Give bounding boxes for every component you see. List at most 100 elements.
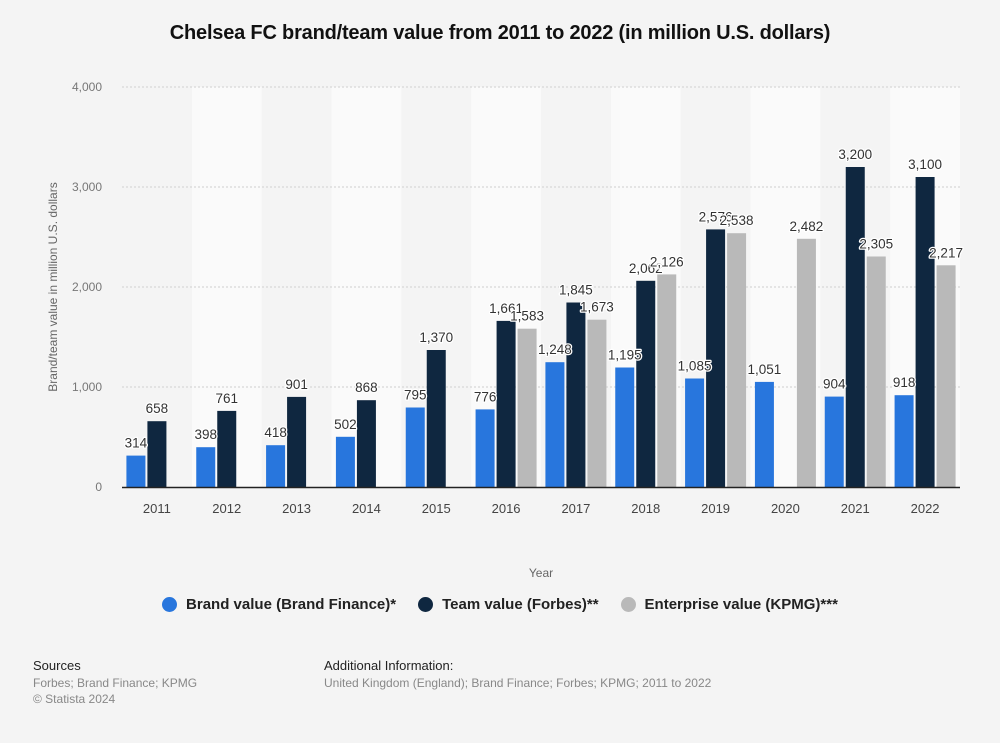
- data-label: 2,126: [650, 254, 684, 269]
- data-label: 502: [334, 417, 357, 432]
- data-label: 314: [125, 436, 148, 451]
- bar[interactable]: [636, 280, 656, 487]
- data-label: 1,673: [580, 300, 614, 315]
- data-label: 1,661: [489, 301, 523, 316]
- data-label: 418: [264, 425, 287, 440]
- bar[interactable]: [824, 396, 844, 487]
- data-label: 868: [355, 380, 378, 395]
- bar[interactable]: [356, 400, 376, 487]
- x-tick-label: 2014: [352, 501, 381, 516]
- y-tick-label: 3,000: [72, 180, 102, 194]
- bar[interactable]: [426, 350, 446, 487]
- bar[interactable]: [866, 256, 886, 488]
- data-label: 1,370: [419, 330, 453, 345]
- bar[interactable]: [894, 395, 914, 487]
- legend: Brand value (Brand Finance)* Team value …: [0, 596, 1000, 613]
- y-axis-label: Brand/team value in million U.S. dollars: [46, 182, 60, 391]
- y-axis-ticks: 0 1,000 2,000 3,000 4,000: [72, 80, 102, 494]
- bar[interactable]: [845, 167, 865, 487]
- data-label: 904: [823, 377, 846, 392]
- chart-title: Chelsea FC brand/team value from 2011 to…: [169, 22, 831, 44]
- y-tick-label: 4,000: [72, 80, 102, 94]
- bar[interactable]: [587, 319, 607, 487]
- bar[interactable]: [496, 320, 516, 487]
- bar[interactable]: [196, 447, 216, 487]
- x-tick-label: 2022: [911, 501, 940, 516]
- data-label: 1,085: [678, 359, 712, 374]
- data-label: 2,576: [699, 209, 733, 224]
- y-tick-label: 0: [95, 480, 102, 494]
- y-tick-label: 2,000: [72, 280, 102, 294]
- data-label: 1,248: [538, 342, 572, 357]
- data-label: 2,482: [790, 219, 824, 234]
- x-tick-label: 2013: [282, 501, 311, 516]
- data-label: 2,217: [929, 245, 963, 260]
- legend-label: Team value (Forbes)**: [442, 596, 599, 613]
- legend-marker-icon: [162, 597, 178, 612]
- bar[interactable]: [706, 229, 726, 487]
- data-label: 918: [893, 375, 916, 390]
- legend-item-enterprise-value[interactable]: Enterprise value (KPMG)***: [620, 596, 838, 613]
- data-label: 1,195: [608, 348, 642, 363]
- y-tick-label: 1,000: [72, 380, 102, 394]
- copyright-text: © Statista 2024: [33, 692, 116, 706]
- x-tick-label: 2019: [701, 501, 730, 516]
- bar-chart: 0 1,000 2,000 3,000 4,000 314 658 398 761 418 901…: [46, 80, 964, 580]
- legend-label: Brand value (Brand Finance)*: [186, 596, 397, 613]
- x-tick-label: 2020: [771, 501, 800, 516]
- bar[interactable]: [126, 455, 146, 487]
- bar[interactable]: [754, 381, 774, 487]
- bar[interactable]: [796, 238, 816, 487]
- data-label: 776: [474, 389, 497, 404]
- data-label: 761: [215, 391, 238, 406]
- bar[interactable]: [405, 407, 425, 488]
- bar[interactable]: [685, 378, 705, 488]
- sources-text: Forbes; Brand Finance; KPMG: [33, 676, 198, 690]
- x-tick-label: 2021: [841, 501, 870, 516]
- x-tick-label: 2015: [422, 501, 451, 516]
- legend-item-team-value[interactable]: Team value (Forbes)**: [418, 596, 599, 613]
- bar[interactable]: [287, 396, 307, 487]
- bar[interactable]: [566, 302, 586, 488]
- data-label: 3,100: [908, 157, 942, 172]
- additional-info-heading: Additional Information:: [324, 658, 454, 673]
- value-labels: 314 658 398 761 418 901 502 868 795 1,370 776 1,661…: [123, 146, 964, 452]
- data-label: 3,200: [838, 147, 872, 162]
- bar[interactable]: [915, 177, 935, 487]
- x-tick-label: 2011: [143, 501, 171, 516]
- x-tick-label: 2016: [492, 501, 521, 516]
- bar[interactable]: [475, 409, 495, 487]
- legend-item-brand-value[interactable]: Brand value (Brand Finance)*: [162, 596, 396, 613]
- x-axis-label: Year: [529, 566, 553, 580]
- bar[interactable]: [266, 445, 286, 487]
- x-tick-label: 2012: [212, 501, 241, 516]
- sources-heading: Sources: [33, 658, 81, 673]
- data-label: 901: [285, 377, 308, 392]
- data-label: 658: [146, 401, 169, 416]
- data-label: 1,845: [559, 283, 593, 298]
- x-tick-label: 2018: [631, 501, 660, 516]
- bar[interactable]: [657, 274, 677, 487]
- bar[interactable]: [545, 362, 565, 487]
- bar[interactable]: [727, 233, 747, 487]
- data-label: 2,062: [629, 261, 663, 276]
- bars: [126, 167, 956, 488]
- data-label: 398: [194, 427, 217, 442]
- legend-label: Enterprise value (KPMG)***: [644, 596, 838, 613]
- additional-info-text: United Kingdom (England); Brand Finance;…: [324, 676, 712, 690]
- legend-marker-icon: [418, 597, 434, 612]
- data-label: 2,305: [859, 237, 893, 252]
- x-axis-ticks: 2011 2012 2013 2014 2015 2016 2017 2018 2019 2020…: [143, 501, 940, 516]
- bar[interactable]: [217, 410, 237, 487]
- data-label: 795: [404, 388, 427, 403]
- bar[interactable]: [517, 328, 537, 487]
- data-label: 1,051: [748, 362, 782, 377]
- data-label: 2,538: [720, 213, 754, 228]
- bar[interactable]: [335, 436, 355, 487]
- x-tick-label: 2017: [561, 501, 590, 516]
- legend-marker-icon: [620, 597, 636, 612]
- bar[interactable]: [615, 367, 635, 488]
- data-label: 1,583: [510, 309, 544, 324]
- bar[interactable]: [147, 421, 167, 487]
- bar[interactable]: [936, 265, 956, 487]
